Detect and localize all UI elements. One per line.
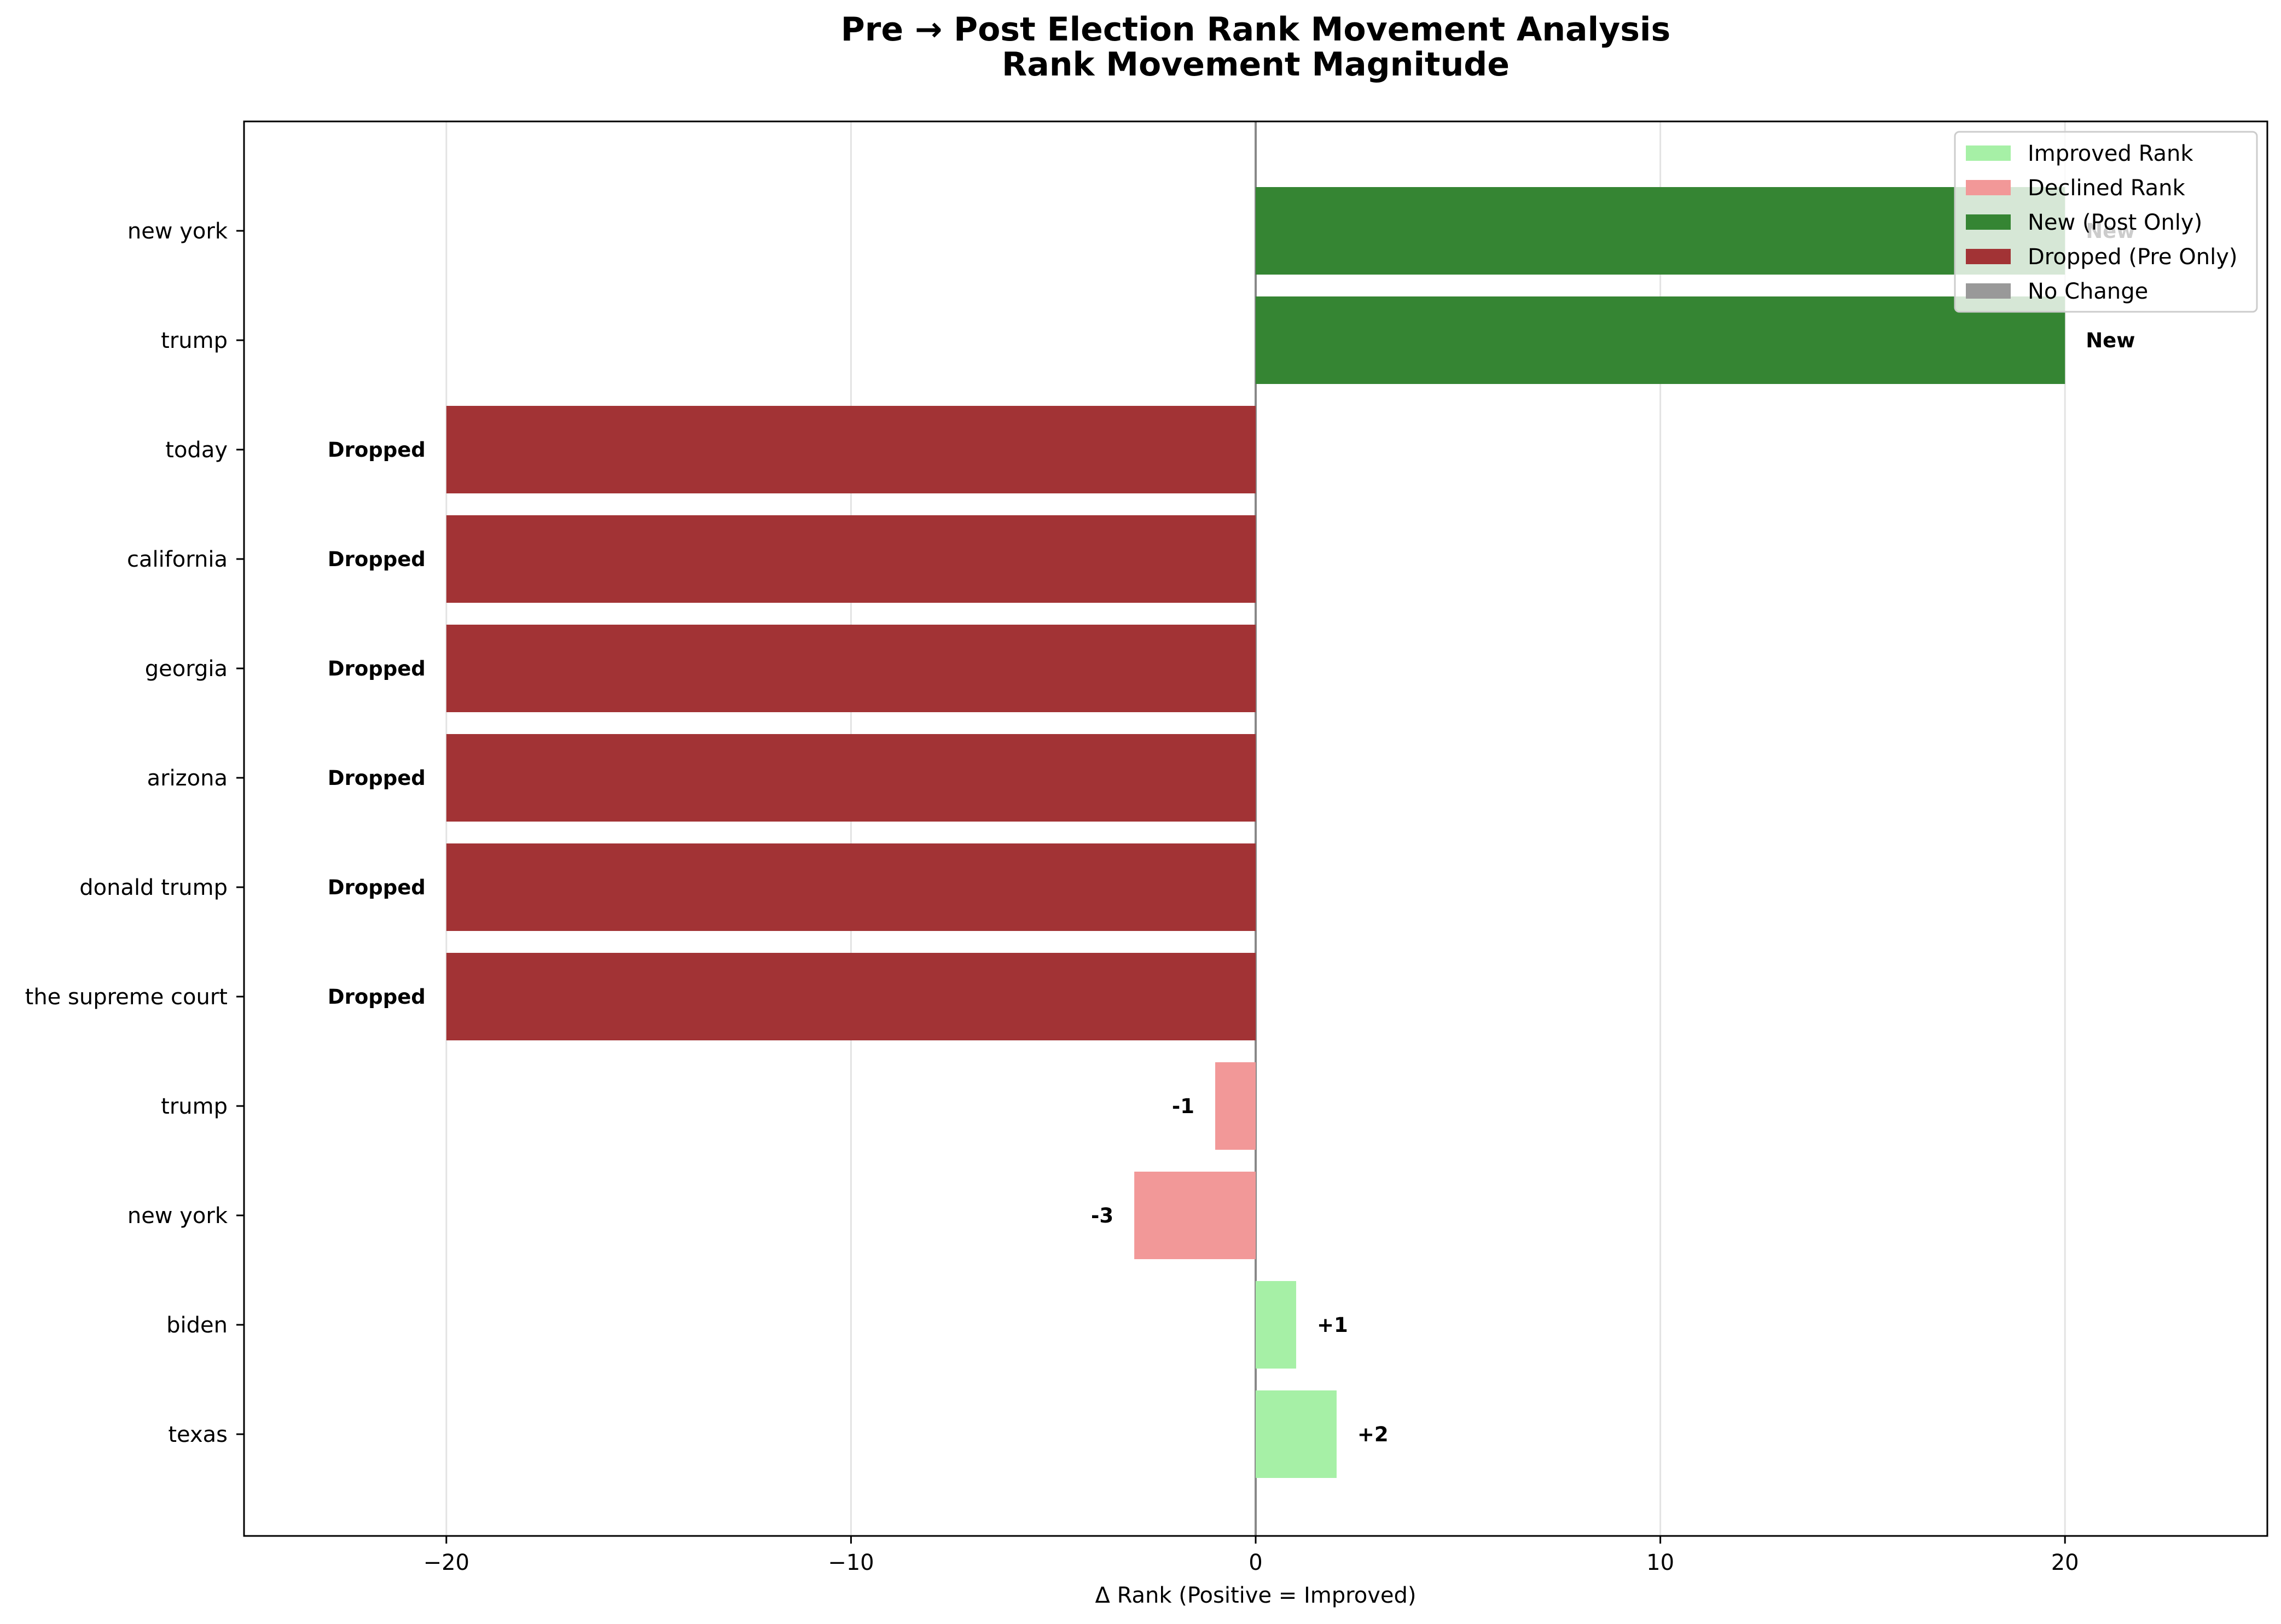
y-axis-ticks: new york trump today california georgia arizo…: [25, 219, 244, 1447]
y-tick-label-2: today: [165, 438, 228, 463]
bar-7: [446, 953, 1256, 1040]
bar-value-label-5: Dropped: [328, 766, 426, 790]
bar-4: [446, 625, 1256, 712]
bar-1: [1256, 296, 2065, 384]
legend-box: [1954, 131, 2258, 313]
legend-label-new: New (Post Only): [2028, 210, 2202, 235]
x-tick-label-2: 0: [1249, 1550, 1262, 1575]
y-tick-label-5: arizona: [147, 766, 228, 791]
y-tick-label-4: georgia: [145, 656, 228, 682]
x-axis-label: Δ Rank (Positive = Improved): [1095, 1583, 1417, 1608]
y-tick-label-6: donald trump: [79, 875, 228, 900]
x-tick-label-4: 20: [2051, 1550, 2079, 1575]
bar-0: [1256, 187, 2065, 275]
chart-title: Pre → Post Election Rank Movement Analys…: [841, 10, 1670, 49]
y-tick-label-1: trump: [161, 328, 228, 353]
legend-swatch-new: [1966, 214, 2011, 230]
x-tick-label-3: 10: [1646, 1550, 1674, 1575]
bar-value-label-10: +1: [1317, 1313, 1348, 1337]
bar-value-label-11: +2: [1357, 1423, 1389, 1446]
bar-3: [446, 515, 1256, 603]
legend-swatch-dropped: [1966, 249, 2011, 264]
x-tick-label-0: −20: [423, 1550, 469, 1575]
legend-label-improved: Improved Rank: [2028, 141, 2193, 166]
x-axis-ticks: −20 −10 0 10 20: [423, 1536, 2079, 1575]
bar-10: [1256, 1281, 1296, 1369]
legend-swatch-declined: [1966, 180, 2011, 195]
y-tick-label-7: the supreme court: [25, 985, 228, 1010]
legend-label-dropped: Dropped (Pre Only): [2028, 245, 2237, 270]
bar-9: [1134, 1172, 1256, 1259]
legend: Improved Rank Declined Rank New (Post Only…: [1954, 131, 2258, 313]
y-tick-label-11: texas: [168, 1422, 228, 1447]
bar-2: [446, 406, 1256, 493]
legend-swatch-improved: [1966, 145, 2011, 161]
chart-subtitle: Rank Movement Magnitude: [1002, 45, 1510, 84]
bar-value-label-7: Dropped: [328, 985, 426, 1009]
bar-value-label-4: Dropped: [328, 657, 426, 680]
y-tick-label-9: new york: [127, 1203, 228, 1229]
bar-value-label-2: Dropped: [328, 438, 426, 462]
bar-value-label-3: Dropped: [328, 548, 426, 571]
bar-value-label-1: New: [2086, 329, 2135, 352]
bar-11: [1256, 1390, 1337, 1478]
y-tick-label-3: california: [127, 547, 228, 572]
plot-frame: [243, 120, 2268, 1537]
bar-8: [1215, 1062, 1256, 1150]
legend-label-nochange: No Change: [2028, 279, 2148, 304]
x-tick-label-1: −10: [828, 1550, 874, 1575]
bar-value-label-9: -3: [1091, 1204, 1113, 1227]
bar-value-label-6: Dropped: [328, 876, 426, 899]
bars-group: [446, 187, 2065, 1478]
bar-6: [446, 843, 1256, 931]
legend-label-declined: Declined Rank: [2028, 176, 2185, 201]
bar-5: [446, 734, 1256, 822]
legend-swatch-nochange: [1966, 283, 2011, 299]
bar-value-label-8: -1: [1172, 1095, 1194, 1118]
y-tick-label-10: biden: [166, 1313, 228, 1338]
y-tick-label-8: trump: [161, 1094, 228, 1119]
y-tick-label-0: new york: [127, 219, 228, 244]
